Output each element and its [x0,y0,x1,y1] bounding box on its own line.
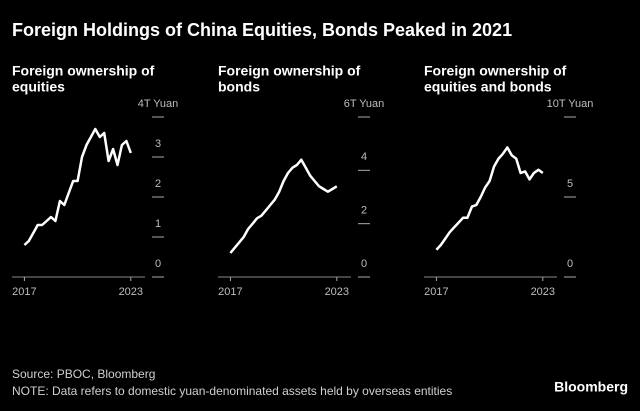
panel-title: equities and bonds [424,79,552,95]
y-tick-label: 6T Yuan [344,98,385,110]
y-tick-label: 4 [361,151,367,163]
data-line [229,158,338,254]
y-tick-label: 1 [155,218,161,230]
panel-title: equities [12,79,65,95]
x-tick-label: 2017 [218,286,242,298]
panel-title: bonds [218,79,260,95]
note: NOTE: Data refers to domestic yuan-denom… [12,384,452,398]
panel-title: Foreign ownership of [218,63,361,79]
data-line [435,146,544,251]
y-tick-label: 0 [361,258,367,270]
x-tick-label: 2017 [424,286,448,298]
y-tick-label: 2 [155,178,161,190]
y-tick-label: 4T Yuan [138,98,179,110]
chart-title: Foreign Holdings of China Equities, Bond… [12,20,512,40]
panel-title: Foreign ownership of [424,63,567,79]
x-tick-label: 2023 [325,286,349,298]
y-tick-label: 0 [567,258,573,270]
y-tick-label: 2 [361,205,367,217]
y-tick-label: 5 [567,178,573,190]
x-tick-label: 2017 [12,286,36,298]
y-tick-label: 0 [155,258,161,270]
x-tick-label: 2023 [119,286,143,298]
panel-title: Foreign ownership of [12,63,155,79]
y-tick-label: 10T Yuan [547,98,594,110]
y-tick-label: 3 [155,138,161,150]
source: Source: PBOC, Bloomberg [12,367,155,381]
brand: Bloomberg [554,379,628,395]
x-tick-label: 2023 [531,286,555,298]
data-line [23,127,132,246]
